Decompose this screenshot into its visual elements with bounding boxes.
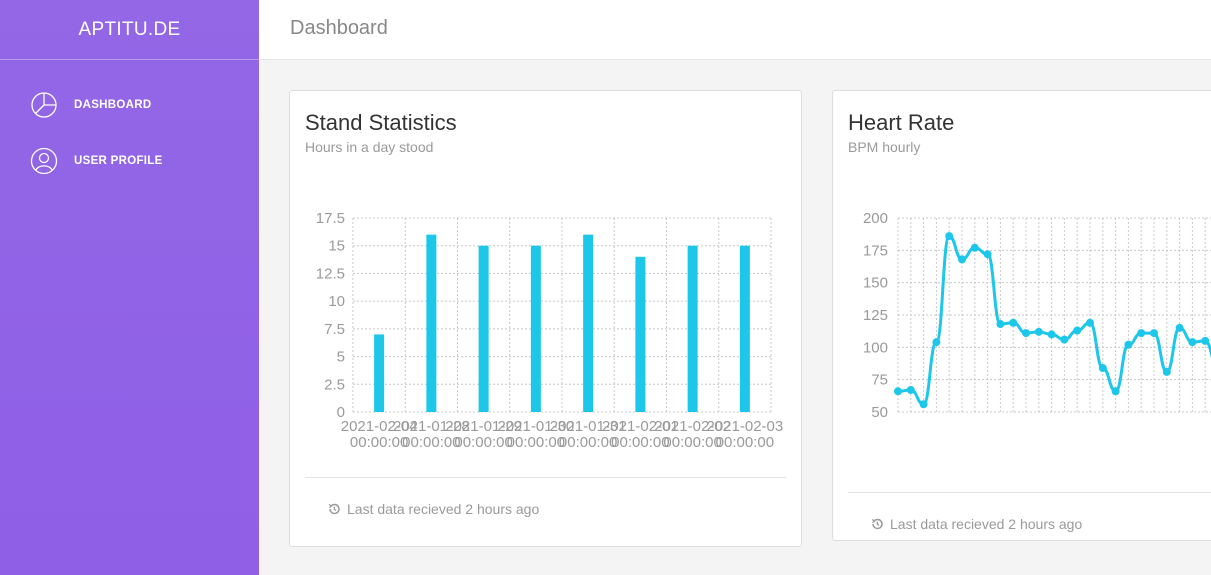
- data-point: [1073, 326, 1082, 335]
- data-point: [1124, 340, 1133, 349]
- card-footer: Last data recieved 2 hours ago: [848, 492, 1211, 532]
- sidebar-item-label: DASHBOARD: [74, 99, 152, 111]
- data-point: [983, 250, 992, 259]
- data-point: [970, 243, 979, 252]
- footer-text: Last data recieved 2 hours ago: [347, 501, 540, 517]
- heart-rate-line: [897, 234, 1211, 406]
- data-point: [1098, 364, 1107, 373]
- top-navbar: Dashboard: [259, 0, 1211, 60]
- bar: [739, 245, 750, 412]
- footer-text: Last data recieved 2 hours ago: [890, 516, 1083, 532]
- bar: [478, 245, 489, 412]
- y-tick-label: 0: [337, 404, 345, 421]
- history-icon: [328, 503, 340, 515]
- y-tick-label: 50: [871, 404, 888, 421]
- y-tick-label: 100: [863, 339, 888, 356]
- y-tick-label: 17.5: [316, 210, 345, 227]
- y-tick-label: 75: [871, 372, 888, 389]
- data-point: [1022, 329, 1030, 338]
- x-tick-label: 2021-01-30 00:00:00: [498, 418, 575, 451]
- bar: [687, 245, 698, 412]
- data-point: [1034, 327, 1043, 336]
- data-point: [1188, 338, 1197, 347]
- x-tick-label: 2021-01-28 00:00:00: [393, 418, 470, 451]
- y-tick-label: 2.5: [324, 376, 345, 393]
- user-icon: [30, 147, 58, 175]
- data-point: [919, 400, 928, 409]
- y-tick-label: 7.5: [324, 321, 345, 338]
- bar: [374, 334, 385, 412]
- history-icon: [871, 518, 883, 530]
- y-tick-label: 150: [863, 275, 888, 292]
- data-point: [1150, 329, 1158, 338]
- data-point: [1009, 318, 1018, 327]
- data-point: [958, 255, 966, 264]
- data-point: [1060, 335, 1069, 344]
- data-point: [1137, 329, 1146, 338]
- data-point: [894, 387, 902, 396]
- data-point: [1111, 387, 1120, 396]
- x-tick-label: 2021-02-02 00:00:00: [654, 418, 731, 451]
- data-point: [1047, 330, 1056, 339]
- card-subtitle: Hours in a day stood: [305, 139, 434, 155]
- x-tick-label: 2021-01-29 00:00:00: [445, 418, 522, 451]
- heart-rate-card: Heart Rate BPM hourly 50 75 100 125 150 175 20…: [832, 90, 1211, 541]
- bar: [530, 245, 541, 412]
- card-subtitle: BPM hourly: [848, 139, 921, 155]
- card-footer: Last data recieved 2 hours ago: [305, 477, 786, 517]
- sidebar: APTITU.DE DASHBOARD USER PROFILE: [0, 0, 259, 575]
- bar: [426, 234, 437, 412]
- y-tick-label: 200: [863, 210, 888, 227]
- card-title: Stand Statistics: [305, 110, 457, 135]
- sidebar-item-user-profile[interactable]: USER PROFILE: [30, 147, 163, 175]
- y-tick-label: 125: [863, 307, 888, 324]
- brand-logo[interactable]: APTITU.DE: [0, 0, 259, 60]
- data-point: [996, 320, 1005, 329]
- x-tick-label: 2021-02-01 00:00:00: [602, 418, 679, 451]
- sidebar-item-label: USER PROFILE: [74, 155, 163, 167]
- y-tick-label: 12.5: [316, 265, 345, 282]
- bar: [635, 256, 646, 412]
- y-tick-label: 15: [328, 238, 345, 255]
- y-tick-label: 5: [337, 349, 345, 366]
- data-point: [1086, 318, 1094, 327]
- data-point: [906, 386, 915, 395]
- data-point: [945, 232, 954, 241]
- data-point: [1175, 323, 1184, 332]
- bar: [583, 234, 594, 412]
- page-title: Dashboard: [290, 17, 388, 39]
- y-tick-label: 10: [328, 293, 345, 310]
- heart-rate-line-chart: 50 75 100 125 150 175 200: [863, 210, 1211, 421]
- sidebar-item-dashboard[interactable]: DASHBOARD: [30, 91, 151, 119]
- data-point: [932, 338, 941, 347]
- x-tick-label: 2021-01-31 00:00:00: [550, 418, 627, 451]
- data-point: [1201, 336, 1210, 345]
- x-tick-label: 2021-02-03 00:00:00: [707, 418, 784, 451]
- y-tick-label: 175: [863, 242, 888, 259]
- card-title: Heart Rate: [848, 110, 955, 135]
- x-tick-label: 2021-02-04 00:00:00: [341, 418, 418, 451]
- data-point: [1162, 367, 1171, 376]
- pie-chart-icon: [30, 91, 58, 119]
